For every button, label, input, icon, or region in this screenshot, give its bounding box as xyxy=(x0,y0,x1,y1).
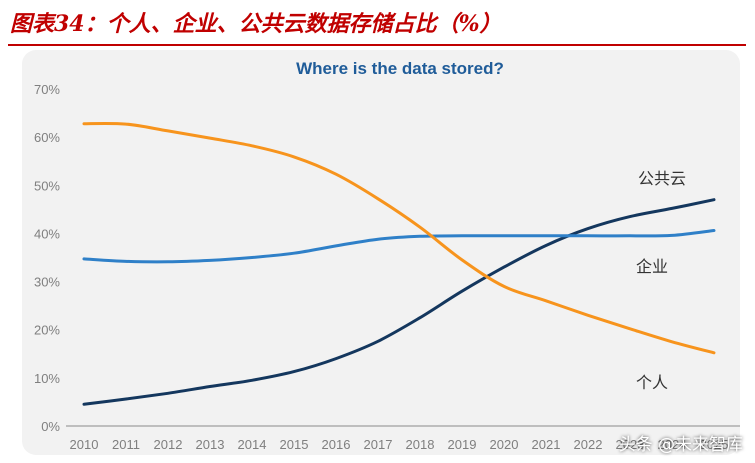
series-line-personal xyxy=(82,121,716,355)
x-tick-label: 2018 xyxy=(406,437,435,452)
x-tick-label: 2016 xyxy=(322,437,351,452)
series-label-public-cloud: 公共云 xyxy=(638,169,686,188)
x-axis-ticks: 2010 2011 2012 2013 2014 2015 2016 2017 2018 2019… xyxy=(70,437,729,452)
figure-caption: 图表34：个人、企业、公共云数据存储占比（%） xyxy=(10,11,502,37)
x-tick-label: 2012 xyxy=(154,437,183,452)
y-tick-label: 40% xyxy=(34,226,60,241)
x-tick-label: 2011 xyxy=(112,437,140,452)
x-tick-label: 2025 xyxy=(700,437,729,452)
chart-panel xyxy=(22,50,740,455)
x-tick-label: 2023 xyxy=(616,437,645,452)
x-tick-label: 2024 xyxy=(658,437,687,452)
x-tick-label: 2021 xyxy=(532,437,561,452)
watermark: 头条 @未来智库 xyxy=(618,435,743,455)
x-tick-label: 2020 xyxy=(490,437,519,452)
y-tick-label: 0% xyxy=(41,419,60,434)
y-tick-label: 30% xyxy=(34,275,60,290)
series-line-public-cloud xyxy=(82,198,716,406)
y-tick-label: 70% xyxy=(34,82,60,97)
y-axis-ticks: 0% 10% 20% 30% 40% 50% 60% 70% xyxy=(34,82,60,434)
x-tick-label: 2015 xyxy=(280,437,309,452)
chart-title: Where is the data stored? xyxy=(296,59,504,78)
y-tick-label: 60% xyxy=(34,130,60,145)
x-tick-label: 2014 xyxy=(238,437,267,452)
y-tick-label: 50% xyxy=(34,178,60,193)
series-label-personal: 个人 xyxy=(636,373,668,392)
x-tick-label: 2019 xyxy=(448,437,477,452)
series-line-enterprise xyxy=(82,229,716,264)
x-tick-label: 2010 xyxy=(70,437,99,452)
series-label-enterprise: 企业 xyxy=(636,257,668,276)
caption-underline xyxy=(8,44,746,46)
y-tick-label: 20% xyxy=(34,323,60,338)
x-tick-label: 2013 xyxy=(196,437,225,452)
x-tick-label: 2022 xyxy=(574,437,603,452)
line-chart: Where is the data stored? 0% 10% 20% 30% 40%… xyxy=(22,50,740,455)
series-lines xyxy=(82,121,716,406)
x-tick-label: 2017 xyxy=(364,437,393,452)
y-tick-label: 10% xyxy=(34,371,60,386)
